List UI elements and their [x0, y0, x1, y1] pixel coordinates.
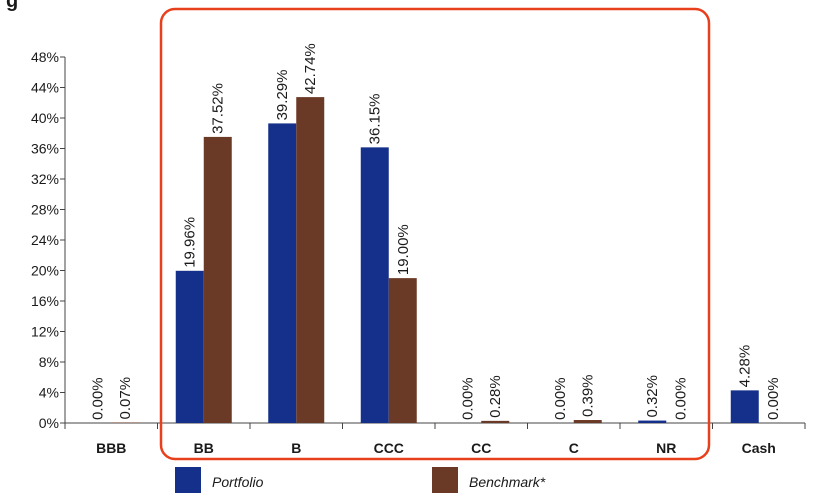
x-tick-label: CCC: [374, 440, 404, 456]
highlight-box: [159, 7, 711, 461]
x-axis: BBB BB B CCC CC C NR Cash: [64, 422, 806, 456]
data-label: 42.74%: [302, 43, 319, 94]
bars: [111, 97, 759, 424]
legend: Portfolio Benchmark*: [175, 467, 546, 493]
data-label: 0.00%: [765, 377, 782, 420]
y-tick-label: 36%: [31, 141, 59, 157]
y-tick-label: 16%: [31, 293, 59, 309]
bar-portfolio: [360, 147, 389, 423]
data-label: 0.00%: [672, 377, 689, 420]
y-axis: 0% 4% 8% 12% 16% 20% 24% 28% 32% 36% 40% 44% 48%: [31, 49, 66, 431]
bar-portfolio: [638, 420, 667, 423]
legend-swatch: [432, 467, 458, 493]
x-tick-label: NR: [656, 440, 676, 456]
legend-label: Benchmark*: [469, 474, 546, 490]
data-label: 0.32%: [644, 375, 661, 418]
data-label: 0.00%: [89, 377, 106, 420]
data-label: 4.28%: [737, 345, 754, 388]
y-tick-label: 28%: [31, 202, 59, 218]
bar-portfolio: [175, 270, 204, 423]
bar-benchmark: [573, 420, 602, 423]
y-tick-label: 32%: [31, 171, 59, 187]
bar-portfolio: [730, 390, 759, 423]
data-label: 39.29%: [274, 70, 291, 121]
y-tick-label: 12%: [31, 324, 59, 340]
data-label: 0.07%: [117, 377, 134, 420]
x-tick-label: Cash: [742, 440, 776, 456]
y-tick-label: 4%: [39, 385, 59, 401]
y-tick-label: 0%: [39, 415, 59, 431]
bar-benchmark: [296, 97, 325, 424]
bar-benchmark: [203, 136, 232, 423]
y-tick-label: 48%: [31, 49, 59, 65]
x-tick-label: BBB: [96, 440, 126, 456]
x-tick-label: C: [569, 440, 579, 456]
y-tick-label: 8%: [39, 354, 59, 370]
y-tick-label: 20%: [31, 263, 59, 279]
bar-benchmark: [388, 278, 417, 423]
data-label: 0.00%: [552, 377, 569, 420]
value-labels: 0.00% 19.96% 39.29% 36.15% 0.00% 0.00% 0.32% 4.…: [89, 43, 782, 420]
data-label: 0.00%: [459, 377, 476, 420]
x-tick-label: CC: [471, 440, 491, 456]
y-tick-label: 40%: [31, 110, 59, 126]
data-label: 19.00%: [395, 224, 412, 275]
y-tick-label: 44%: [31, 80, 59, 96]
data-label: 19.96%: [182, 217, 199, 268]
legend-label: Portfolio: [212, 474, 264, 490]
data-label: 37.52%: [210, 83, 227, 134]
header-text: g: [6, 0, 18, 12]
data-label: 36.15%: [367, 93, 384, 144]
data-label: 0.28%: [487, 375, 504, 418]
bar-benchmark: [111, 422, 140, 423]
data-label: 0.39%: [580, 374, 597, 417]
y-tick-label: 24%: [31, 232, 59, 248]
legend-swatch: [175, 467, 201, 493]
bar-benchmark: [481, 420, 510, 423]
bar-portfolio: [268, 123, 297, 423]
x-tick-label: B: [291, 440, 301, 456]
x-tick-label: BB: [194, 440, 214, 456]
